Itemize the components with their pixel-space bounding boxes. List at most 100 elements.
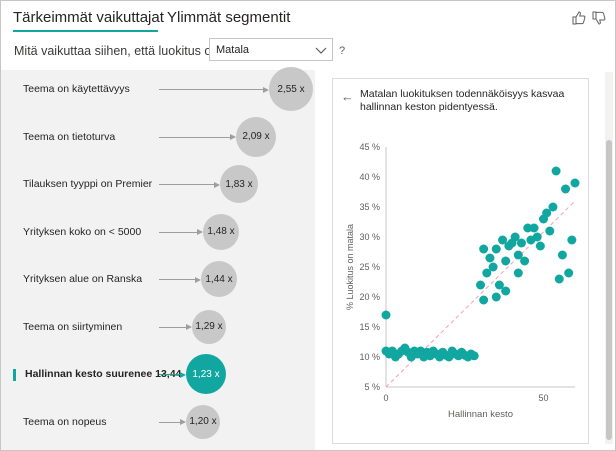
influencer-row[interactable]: Hallinnan kesto suurenee 13,44 1,23 x [1,353,315,397]
x-tick-label: 50 [538,393,548,403]
influencer-label: Hallinnan kesto suurenee 13,44 [25,368,182,380]
influencer-connector [159,89,263,90]
active-tab-indicator [13,30,158,32]
influencer-question: Mitä vaikuttaa siihen, että luokitus on [14,44,219,58]
selected-indicator [13,369,16,381]
influencer-label: Yrityksen alue on Ranska [23,273,143,285]
scatter-point [501,256,511,266]
y-tick-label: 5 % [364,382,380,392]
influencer-bubble[interactable]: 1,29 x [192,309,226,344]
influencer-row[interactable]: Teema on tietoturva 2,09 x [1,116,315,160]
thumbs-down-icon[interactable] [591,10,607,26]
scatter-point [498,235,508,245]
scatter-point [551,166,561,176]
influencer-bubble[interactable]: 2,09 x [236,116,276,157]
connector-arrowhead [186,324,192,330]
scatter-point [523,223,533,233]
scatter-point [567,235,577,245]
scrollbar-thumb[interactable] [606,140,612,440]
influencer-label: Teema on tietoturva [23,130,116,143]
scatter-point [491,244,501,254]
influencer-row[interactable]: Yrityksen koko on < 5000 1,48 x [1,211,315,255]
scatter-point [516,238,526,248]
influencer-bubble[interactable]: 1,48 x [203,213,239,250]
influencer-bubble[interactable]: 2,55 x [269,67,313,111]
connector-arrowhead [263,86,269,93]
connector-arrowhead [214,181,220,188]
scatter-point [520,256,530,266]
scatter-point [510,232,520,242]
influencer-label: Teema on käytettävyys [23,83,130,95]
influencer-label: Teema on nopeus [23,415,107,428]
y-tick-label: 20 % [359,292,380,302]
scatter-point [482,268,492,278]
tab-top-segments[interactable]: Ylimmät segmentit [167,9,291,26]
detail-panel: ← Matalan luokituksen todennäköisyys kas… [332,78,589,444]
scatter-point [469,351,479,361]
influencer-bubble[interactable]: 1,83 x [220,165,258,203]
y-tick-label: 25 % [359,262,380,272]
scatter-point [381,310,391,320]
scatter-point [529,223,539,233]
back-arrow-icon[interactable]: ← [341,89,354,104]
scatter-point [494,280,504,290]
scatter-point [570,178,580,188]
scatter-point [554,274,564,284]
influencer-connector [159,374,180,375]
influencer-connector [159,326,186,328]
scatter-chart: 5 % 10 % 15 % 20 % 25 % 30 % 35 % 40 % 45 % 0 50 Ha… [345,142,580,420]
influencer-row[interactable]: Yrityksen alue on Ranska 1,44 x [1,258,315,302]
scatter-point [545,226,555,236]
scatter-point [479,295,489,305]
scatter-point [513,250,523,260]
y-tick-label: 35 % [359,202,380,212]
y-tick-label: 45 % [359,142,380,152]
influencer-bubble[interactable]: 1,20 x [186,404,220,439]
detail-description: Matalan luokituksen todennäköisyys kasva… [360,88,565,113]
y-tick-label: 10 % [359,352,380,362]
influencer-label: Teema on siirtyminen [23,320,123,333]
scatter-point [479,244,489,254]
scatter-point [513,268,523,278]
influencer-connector [159,421,180,423]
connector-arrowhead [195,276,201,283]
scatter-point [532,232,542,242]
y-tick-label: 15 % [359,322,380,332]
connector-arrowhead [180,419,186,425]
scatter-point [564,268,574,278]
influencer-connector [159,231,197,233]
connector-arrowhead [230,134,236,140]
x-tick-label: 0 [383,393,388,403]
influencer-connector [159,184,214,185]
chevron-down-icon [315,47,327,54]
thumbs-up-icon[interactable] [571,10,587,26]
influencer-row[interactable]: Teema on nopeus 1,20 x [1,401,315,445]
dropdown-selected-value: Matala [216,44,250,56]
y-tick-label: 40 % [359,172,380,182]
value-dropdown[interactable]: Matala [209,38,333,61]
y-tick-label: 30 % [359,232,380,242]
scatter-point [548,202,558,212]
influencer-row[interactable]: Teema on siirtyminen 1,29 x [1,306,315,350]
help-icon[interactable]: ? [339,45,346,57]
influencer-bubble[interactable]: 1,23 x [186,354,226,394]
scatter-point [485,253,495,263]
influencer-label: Tilauksen tyyppi on Premier [23,178,153,190]
influencer-bubble[interactable]: 1,44 x [201,261,237,297]
influencer-row[interactable]: Tilauksen tyyppi on Premier 1,83 x [1,163,315,207]
scatter-point [542,208,552,218]
scatter-point [488,262,498,272]
influencer-list: Teema on käytettävyys 2,55 x Teema on tiet… [1,67,315,450]
connector-arrowhead [197,229,203,235]
scatter-point [535,241,545,251]
influencer-connector [159,136,230,138]
influencer-row[interactable]: Teema on käytettävyys 2,55 x [1,67,315,112]
influencer-label: Yrityksen koko on < 5000 [23,225,142,238]
scatter-point [476,280,485,290]
scatter-point [501,286,511,296]
y-axis-label: % Luokitus on matala [345,224,355,310]
connector-arrowhead [180,371,186,378]
influencer-connector [159,279,195,280]
tab-key-influencers[interactable]: Tärkeimmät vaikuttajat [13,9,164,26]
scatter-point [557,250,567,260]
